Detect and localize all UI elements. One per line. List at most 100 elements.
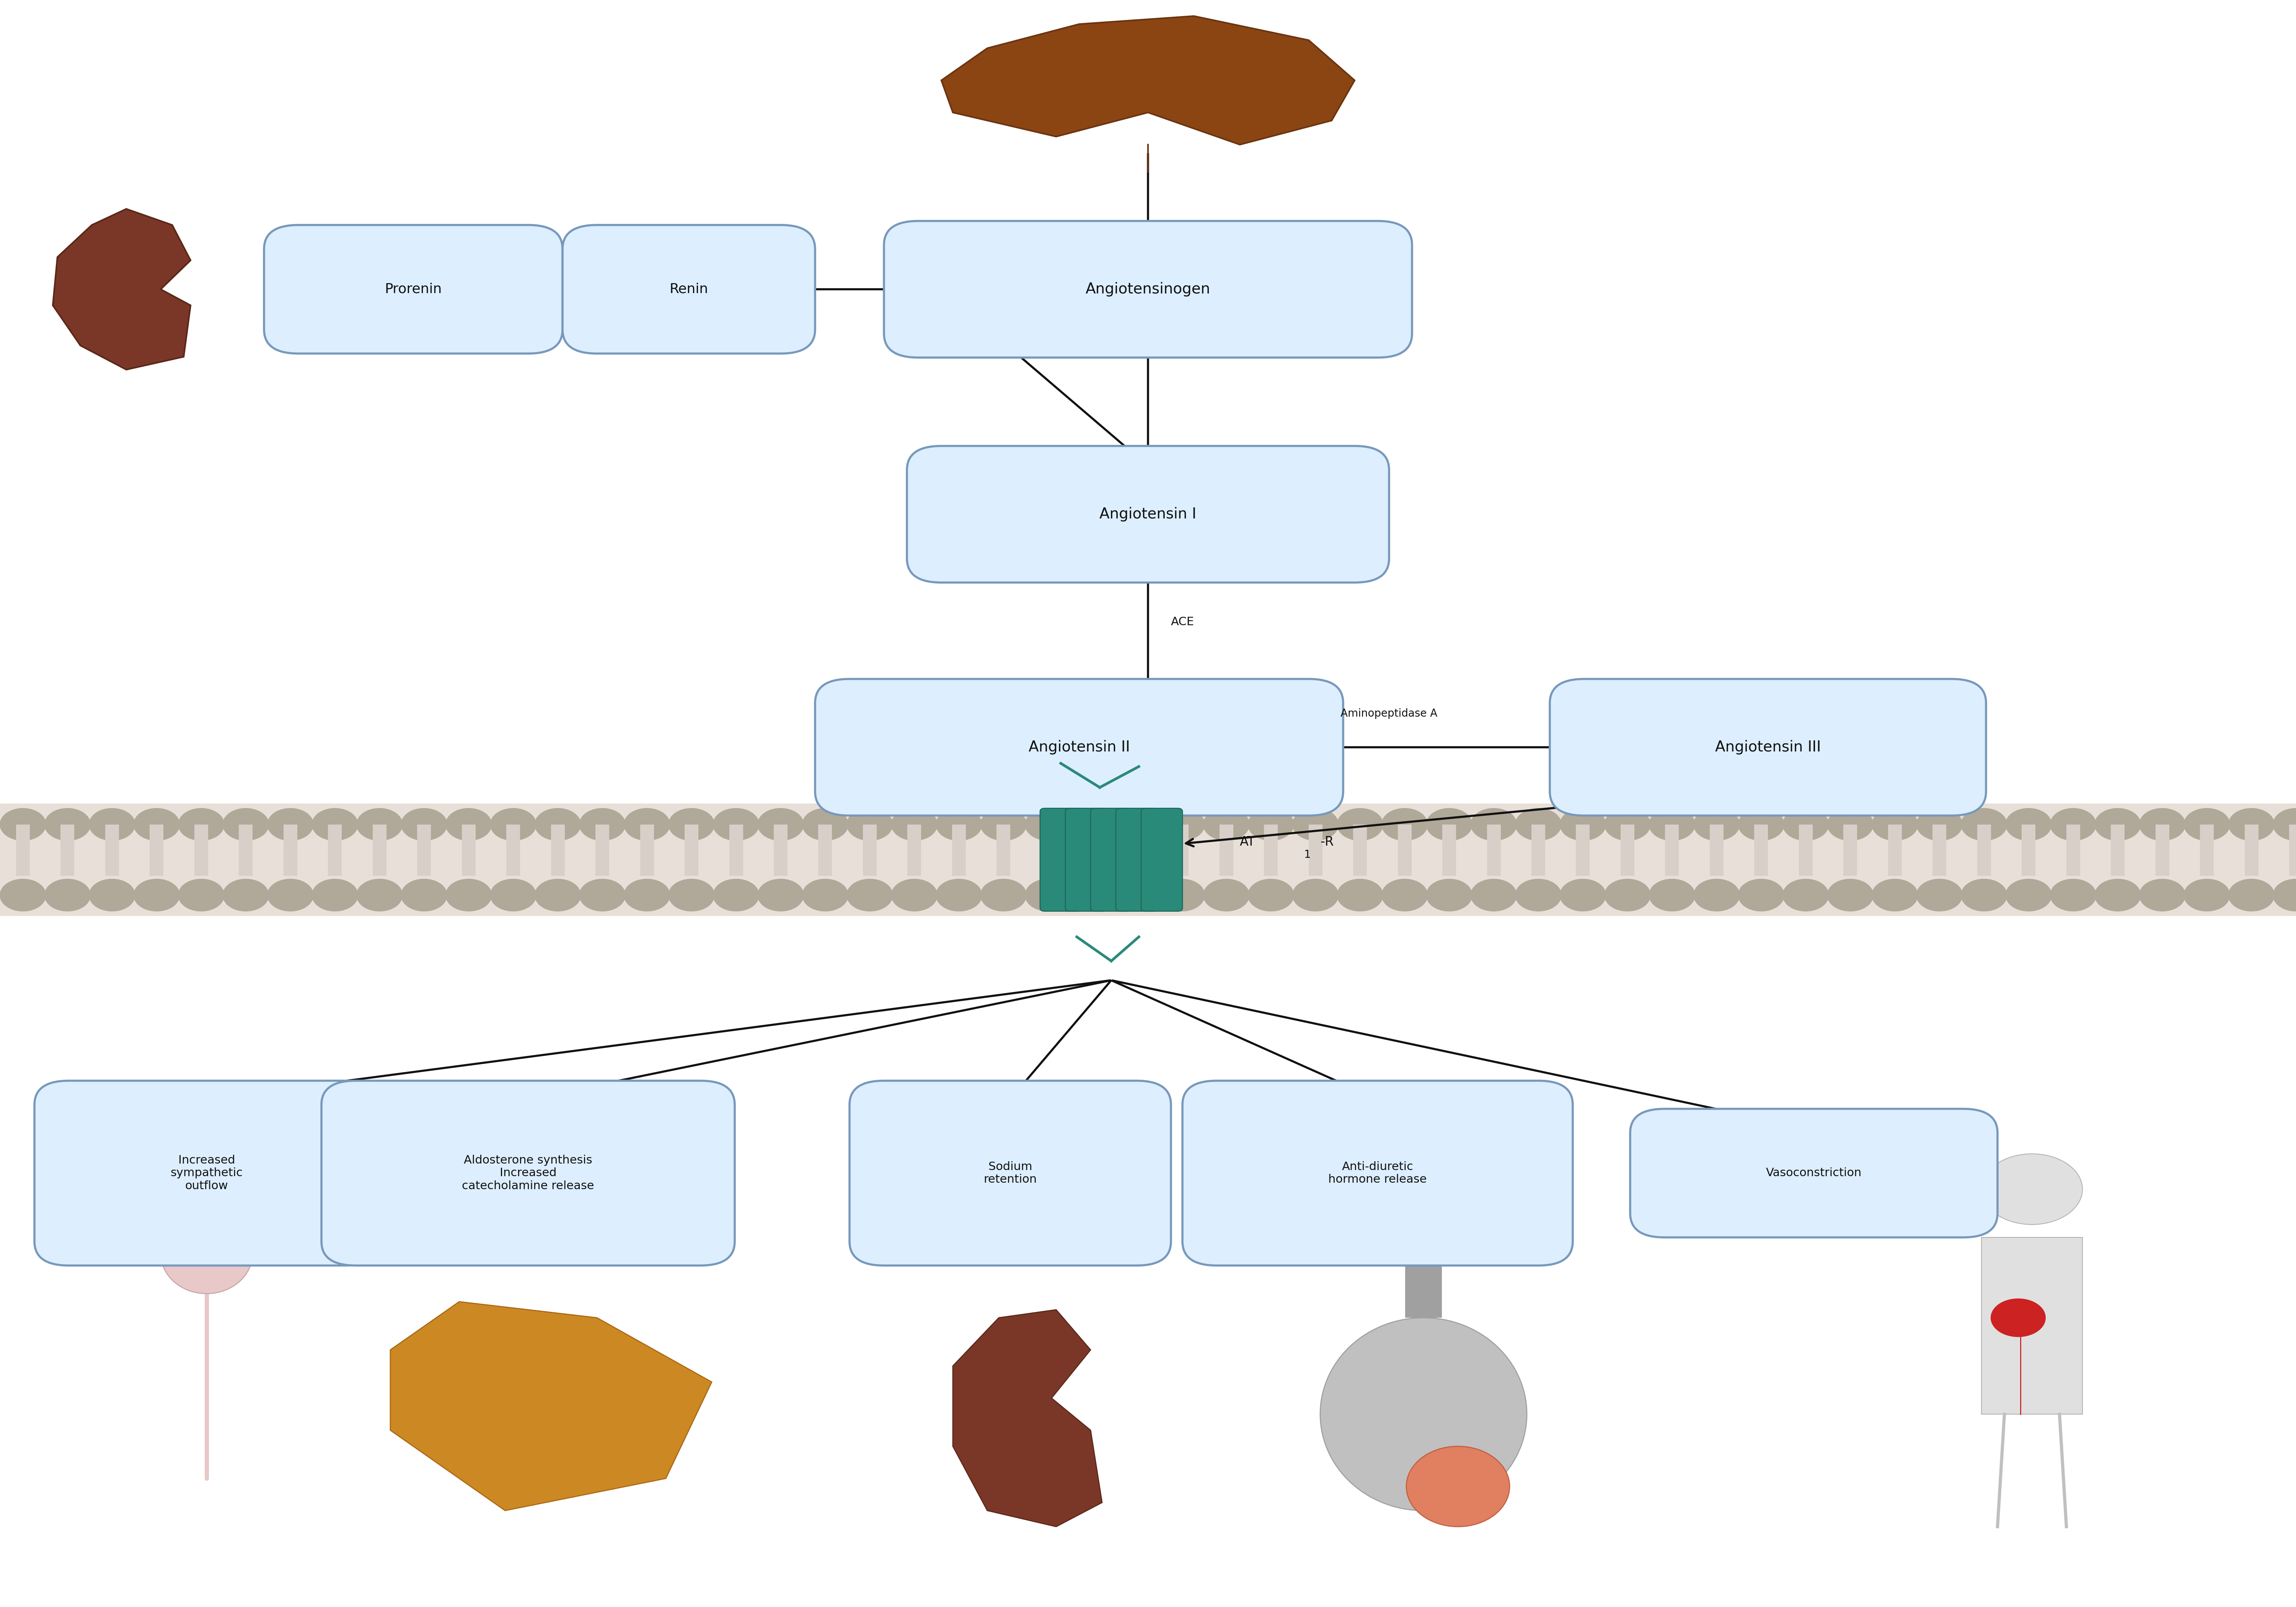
Circle shape bbox=[1871, 879, 1917, 911]
Circle shape bbox=[714, 808, 760, 840]
Circle shape bbox=[980, 808, 1026, 840]
Circle shape bbox=[2094, 879, 2140, 911]
Circle shape bbox=[1159, 808, 1205, 840]
Bar bbox=[1531, 840, 1545, 876]
Bar bbox=[149, 824, 163, 860]
Circle shape bbox=[1472, 808, 1518, 840]
Circle shape bbox=[1828, 879, 1874, 911]
Text: Angiotensin III: Angiotensin III bbox=[1715, 739, 1821, 755]
Circle shape bbox=[1605, 808, 1651, 840]
Circle shape bbox=[714, 879, 760, 911]
Polygon shape bbox=[941, 16, 1355, 145]
Circle shape bbox=[1472, 879, 1518, 911]
Bar bbox=[461, 824, 475, 860]
Ellipse shape bbox=[1405, 1446, 1511, 1527]
Circle shape bbox=[1426, 808, 1472, 840]
Circle shape bbox=[491, 808, 537, 840]
Bar bbox=[16, 840, 30, 876]
Bar bbox=[1711, 840, 1724, 876]
Circle shape bbox=[2007, 808, 2053, 840]
Circle shape bbox=[0, 808, 46, 840]
Circle shape bbox=[1515, 879, 1561, 911]
Bar bbox=[60, 840, 73, 876]
FancyBboxPatch shape bbox=[1116, 808, 1157, 911]
Circle shape bbox=[1649, 808, 1694, 840]
Text: Angiotensinogen: Angiotensinogen bbox=[1086, 281, 1210, 297]
Circle shape bbox=[2094, 808, 2140, 840]
Bar bbox=[1405, 1253, 1442, 1318]
Bar bbox=[2289, 840, 2296, 876]
Circle shape bbox=[1426, 879, 1472, 911]
Bar bbox=[1531, 824, 1545, 860]
Bar bbox=[1887, 840, 1901, 876]
Text: Renin: Renin bbox=[670, 283, 707, 296]
Bar bbox=[1040, 824, 1054, 860]
Circle shape bbox=[1070, 808, 1116, 840]
Circle shape bbox=[758, 879, 804, 911]
FancyBboxPatch shape bbox=[34, 1080, 379, 1266]
FancyBboxPatch shape bbox=[1630, 1109, 1998, 1237]
FancyBboxPatch shape bbox=[1040, 808, 1081, 911]
FancyBboxPatch shape bbox=[907, 445, 1389, 582]
Bar bbox=[2200, 824, 2213, 860]
Circle shape bbox=[2050, 808, 2096, 840]
Bar bbox=[418, 824, 432, 860]
Circle shape bbox=[1649, 879, 1694, 911]
Circle shape bbox=[535, 808, 581, 840]
Circle shape bbox=[1559, 879, 1605, 911]
Bar bbox=[2110, 824, 2124, 860]
Bar bbox=[106, 840, 119, 876]
Text: ACE: ACE bbox=[1171, 617, 1194, 627]
Bar bbox=[1933, 824, 1947, 860]
Bar bbox=[1219, 840, 1233, 876]
Circle shape bbox=[1382, 879, 1428, 911]
Circle shape bbox=[491, 879, 537, 911]
Bar bbox=[1798, 824, 1812, 860]
Circle shape bbox=[1336, 808, 1382, 840]
Bar bbox=[1442, 824, 1456, 860]
Bar bbox=[1309, 840, 1322, 876]
Bar bbox=[863, 840, 877, 876]
Text: -R: -R bbox=[1320, 836, 1334, 848]
Bar bbox=[1352, 824, 1366, 860]
Bar bbox=[16, 824, 30, 860]
Circle shape bbox=[223, 808, 269, 840]
Circle shape bbox=[668, 808, 714, 840]
Bar bbox=[1442, 840, 1456, 876]
Bar bbox=[817, 840, 831, 876]
Circle shape bbox=[801, 808, 847, 840]
FancyBboxPatch shape bbox=[815, 678, 1343, 816]
Bar bbox=[641, 840, 654, 876]
Circle shape bbox=[1917, 879, 1963, 911]
Circle shape bbox=[179, 808, 225, 840]
Bar bbox=[328, 824, 342, 860]
Circle shape bbox=[1024, 879, 1070, 911]
Circle shape bbox=[980, 879, 1026, 911]
Bar bbox=[507, 840, 521, 876]
Circle shape bbox=[312, 879, 358, 911]
Circle shape bbox=[891, 879, 937, 911]
Text: 1: 1 bbox=[1304, 850, 1311, 860]
Bar bbox=[1798, 840, 1812, 876]
Bar bbox=[641, 824, 654, 860]
Bar bbox=[1040, 840, 1054, 876]
Circle shape bbox=[1738, 879, 1784, 911]
FancyBboxPatch shape bbox=[1550, 678, 1986, 816]
Bar bbox=[60, 824, 73, 860]
Bar bbox=[195, 824, 209, 860]
Bar bbox=[1711, 824, 1724, 860]
Circle shape bbox=[2229, 879, 2275, 911]
Circle shape bbox=[891, 808, 937, 840]
Bar bbox=[372, 840, 386, 876]
Ellipse shape bbox=[161, 1213, 253, 1294]
Bar bbox=[1398, 824, 1412, 860]
Bar bbox=[2066, 840, 2080, 876]
Circle shape bbox=[1203, 808, 1249, 840]
Circle shape bbox=[402, 879, 448, 911]
Circle shape bbox=[133, 879, 179, 911]
Circle shape bbox=[1159, 879, 1205, 911]
Circle shape bbox=[1961, 808, 2007, 840]
Bar bbox=[595, 840, 608, 876]
FancyBboxPatch shape bbox=[1091, 808, 1132, 911]
Bar bbox=[2200, 840, 2213, 876]
